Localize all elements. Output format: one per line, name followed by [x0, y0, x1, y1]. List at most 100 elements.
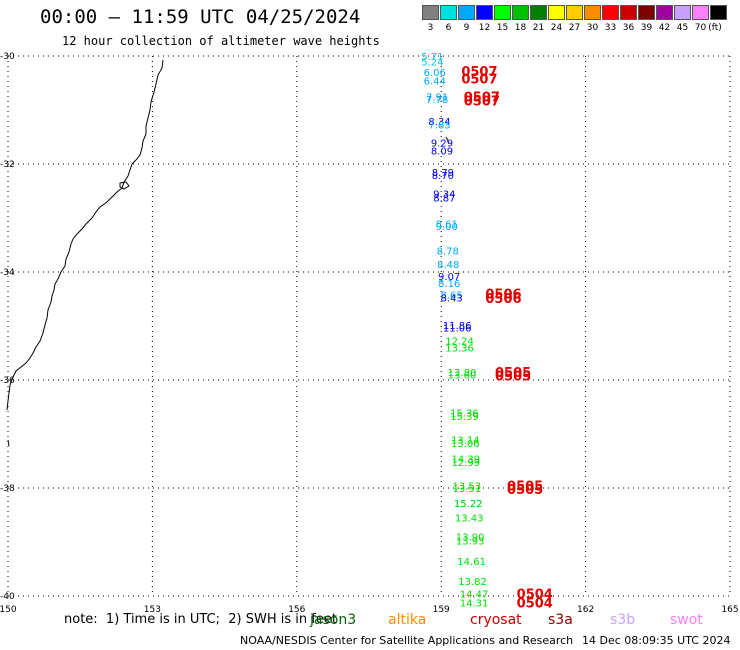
footer-note: note: 1) Time is in UTC; 2) SWH is in fe… [64, 612, 337, 627]
wave-height-value: 8.61 [436, 219, 458, 230]
satellite-label: jason3 [310, 612, 357, 628]
satellite-label: s3b [610, 612, 636, 628]
legend-label: 12 [478, 23, 491, 33]
lon-tick-label: 156 [288, 605, 305, 615]
lon-tick-label: 150 [0, 605, 17, 615]
wave-height-value: 13.93 [456, 536, 485, 547]
wave-height-value: 13.51 [452, 484, 481, 495]
time-marker: 0507 [461, 65, 497, 80]
wave-height-value: 8.09 [431, 147, 453, 158]
wave-height-value: 11.06 [443, 324, 472, 335]
lat-tick-label: -36 [0, 376, 15, 386]
legend-label: 39 [640, 23, 653, 33]
wave-height-value: 7.78 [426, 95, 448, 106]
time-marker: 0506 [485, 288, 521, 303]
wave-height-value: 13.36 [445, 344, 474, 355]
lat-tick-label: -38 [0, 484, 15, 494]
legend-swatch [602, 5, 619, 20]
wave-height-value: 8.79 [432, 168, 454, 179]
wave-height-value: 5.71 [421, 52, 443, 63]
time-marker: 0507 [464, 94, 500, 109]
wave-height-value: 8.78 [437, 246, 459, 257]
wave-height-value: 15.39 [450, 412, 479, 423]
legend-swatch [494, 5, 511, 20]
wave-height-value: 9.34 [433, 190, 455, 201]
wave-height-value: 9.00 [436, 222, 458, 233]
track-segment [445, 136, 450, 144]
legend-swatch [512, 5, 529, 20]
wave-height-value: 13.80 [448, 368, 477, 379]
lon-tick-label: 162 [577, 605, 594, 615]
wave-height-value: 8.48 [437, 260, 459, 271]
wave-height-value: 6.06 [424, 68, 446, 79]
wave-height-value: 13.06 [451, 439, 480, 450]
legend-label: 18 [514, 23, 527, 33]
legend-label: 27 [568, 23, 581, 33]
wave-height-value: 6.44 [424, 76, 446, 87]
legend-swatch [692, 5, 709, 20]
legend-label: 30 [586, 23, 599, 33]
wave-height-value: 8.65 [440, 291, 462, 302]
time-marker: 0505 [507, 483, 543, 498]
legend-label: 24 [550, 23, 563, 33]
legend-label: 9 [463, 23, 470, 33]
wave-height-value: 15.22 [454, 499, 483, 510]
lon-tick-label: 159 [433, 605, 450, 615]
wave-height-value: 9.29 [431, 138, 453, 149]
lat-tick-label: -30 [0, 52, 15, 62]
wave-height-value: 15.36 [450, 408, 479, 419]
satellite-label: swot [670, 612, 703, 628]
legend-label: 70 [694, 23, 707, 33]
legend-swatch [656, 5, 673, 20]
wave-height-value: 13.90 [456, 533, 485, 544]
legend-unit: (ft) [708, 23, 722, 33]
wave-height-value: 13.43 [455, 514, 484, 525]
lon-tick-label: 165 [721, 605, 738, 615]
legend-swatch [710, 5, 727, 20]
time-marker: 0505 [507, 479, 543, 494]
wave-height-value: 8.34 [428, 117, 450, 128]
footer-credit: NOAA/NESDIS Center for Satellite Applica… [240, 634, 574, 647]
legend-label: 6 [445, 23, 452, 33]
page-subtitle: 12 hour collection of altimeter wave hei… [62, 34, 380, 48]
time-marker: 0504 [517, 596, 553, 611]
legend-swatch [620, 5, 637, 20]
satellite-label: altika [388, 612, 427, 628]
coastline-fragment [119, 181, 130, 190]
legend-label: 3 [427, 23, 434, 33]
satellite-label: cryosat [470, 612, 522, 628]
wave-height-value: 13.82 [458, 577, 487, 588]
wave-height-value: 8.87 [433, 193, 455, 204]
coastline-fragment [7, 439, 10, 447]
lat-tick-label: -34 [0, 268, 15, 278]
legend-label: 15 [496, 23, 509, 33]
legend-swatch [530, 5, 547, 20]
time-marker: 0505 [495, 366, 531, 381]
time-marker: 0507 [464, 91, 500, 106]
wave-height-value: 8.70 [432, 171, 454, 182]
wave-height-value: 5.24 [421, 57, 443, 68]
footer-timestamp: 14 Dec 08:09:35 UTC 2024 [582, 634, 731, 647]
legend-swatch [584, 5, 601, 20]
wave-height-value: 13.53 [452, 481, 481, 492]
wave-height-value: 14.61 [457, 557, 486, 568]
legend-swatch [440, 5, 457, 20]
wave-height-value: 14.47 [460, 589, 489, 600]
wave-height-value: 9.07 [438, 272, 460, 283]
wave-height-value: 8.16 [438, 279, 460, 290]
time-marker: 0506 [485, 292, 521, 307]
time-marker: 0507 [461, 73, 497, 88]
time-marker: 0504 [517, 587, 553, 602]
legend-swatch [548, 5, 565, 20]
wave-height-value: 8.43 [440, 293, 462, 304]
lon-tick-label: 153 [144, 605, 161, 615]
page-title: 00:00 – 11:59 UTC 04/25/2024 [40, 6, 361, 28]
wave-height-value: 12.24 [445, 337, 474, 348]
legend-swatch [674, 5, 691, 20]
satellite-label: s3a [548, 612, 573, 628]
map-grid [7, 55, 731, 597]
wave-height-value: 13.14 [451, 435, 480, 446]
legend-swatch [422, 5, 439, 20]
wave-height-value: 7.91 [426, 93, 448, 104]
